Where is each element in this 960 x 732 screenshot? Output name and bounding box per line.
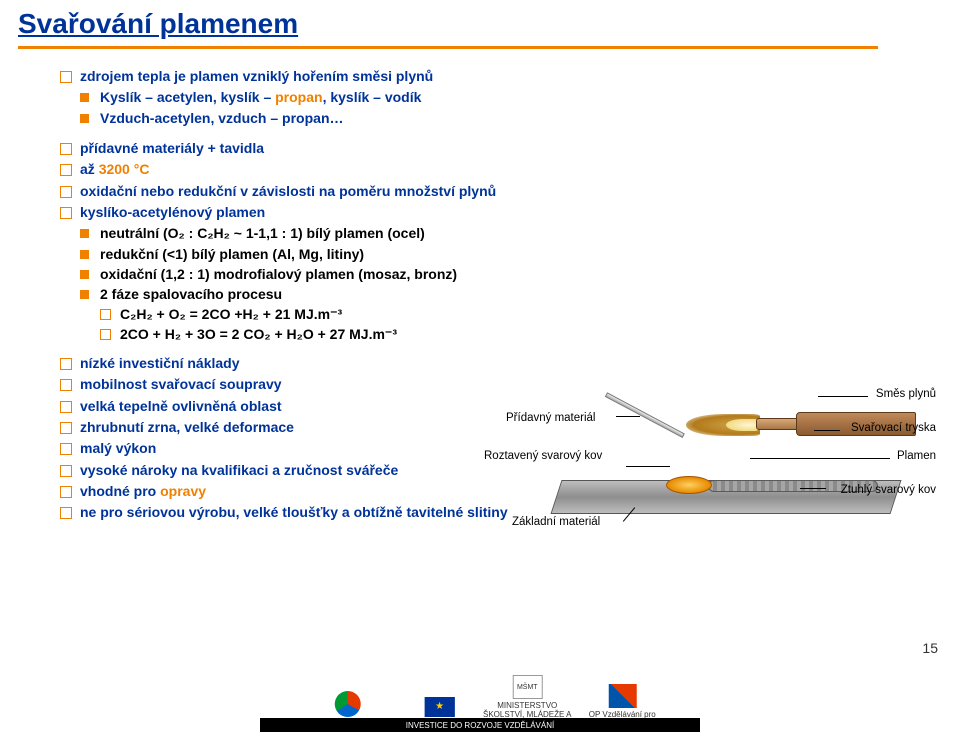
sub-oxidizing: oxidační (1,2 : 1) modrofialový plamen (… (60, 265, 936, 284)
page-number: 15 (922, 640, 938, 656)
eu-flag-icon (425, 697, 455, 717)
ms-icon: MŠMT (512, 675, 542, 699)
esf-icon (334, 691, 360, 717)
eq2: 2CO + H₂ + 3O = 2 CO₂ + H₂O + 27 MJ.m⁻³ (60, 325, 936, 344)
welding-diagram: Směs plynů Svařovací tryska Plamen Ztuhl… (516, 388, 936, 558)
bullet-materials: přídavné materiály + tavidla (60, 139, 936, 158)
sub-gas-2: Vzduch-acetylen, vzduch – propan… (60, 109, 936, 128)
bullet-temp: až 3200 °C (60, 160, 936, 179)
leader-roztaveny (626, 466, 670, 467)
label-plamen: Plamen (897, 450, 936, 462)
leader-tryska (814, 430, 840, 431)
footer-band: INVESTICE DO ROZVOJE VZDĚLÁVÁNÍ (260, 718, 700, 732)
bullet-text: zdrojem tepla je plamen vzniklý hořením … (80, 68, 433, 84)
title-block: Svařování plamenem (0, 0, 960, 40)
label-ztuhly: Ztuhlý svarový kov (841, 484, 936, 496)
page-title: Svařování plamenem (18, 8, 298, 39)
bullet-oxred: oxidační nebo redukční v závislosti na p… (60, 182, 936, 201)
label-roztaveny: Roztavený svarový kov (484, 450, 602, 462)
eq1: C₂H₂ + O₂ = 2CO +H₂ + 21 MJ.m⁻³ (60, 305, 936, 324)
label-smes: Směs plynů (876, 388, 936, 400)
sub-gas-1: Kyslík – acetylen, kyslík – propan, kysl… (60, 88, 936, 107)
label-pridavny: Přídavný materiál (506, 412, 595, 424)
bullet-flame-types: kyslíko-acetylénový plamen (60, 203, 936, 222)
leader-pridavny (616, 416, 640, 417)
label-zakladni: Základní materiál (512, 516, 600, 528)
leader-ztuhly (800, 488, 826, 489)
sub-phases: 2 fáze spalovacího procesu (60, 285, 936, 304)
op-icon (608, 684, 636, 708)
diagram-pool (666, 476, 712, 494)
bullet-cost: nízké investiční náklady (60, 354, 936, 373)
diagram-torch-tip (756, 418, 798, 430)
sub-neutral: neutrální (O₂ : C₂H₂ ~ 1-1,1 : 1) bílý p… (60, 224, 936, 243)
bullet-source: zdrojem tepla je plamen vzniklý hořením … (60, 67, 936, 86)
footer: evropský sociální fond v ČR EVROPSKÁ UNI… (0, 660, 960, 732)
diagram-flame-inner (726, 419, 758, 431)
sub-reducing: redukční (<1) bílý plamen (Al, Mg, litin… (60, 245, 936, 264)
leader-smes (818, 396, 868, 397)
leader-plamen (750, 458, 890, 459)
label-tryska: Svařovací tryska (851, 422, 936, 434)
